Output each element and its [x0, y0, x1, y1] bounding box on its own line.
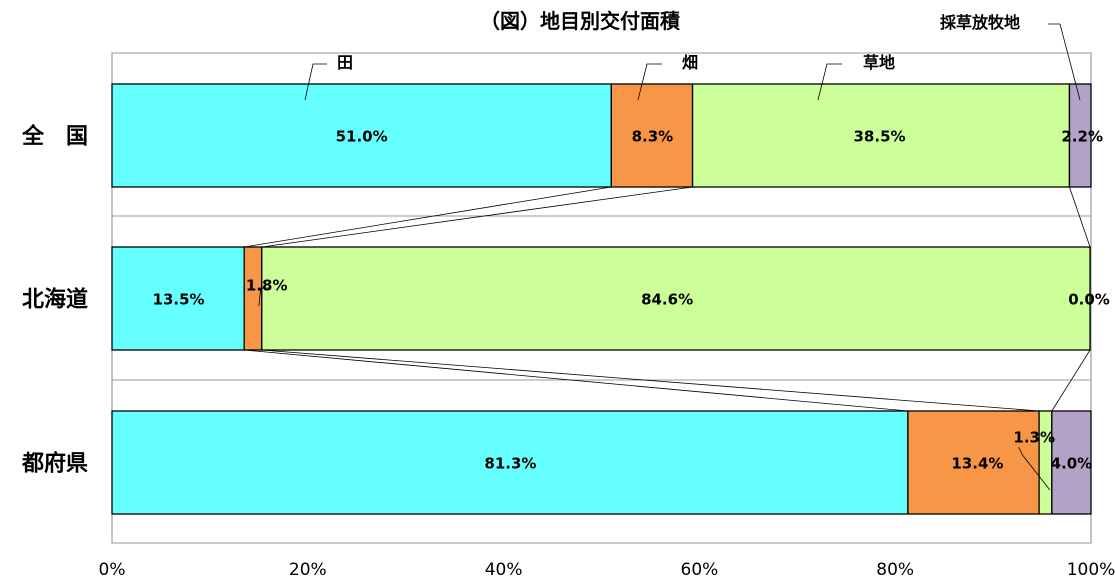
connector-1-1 [261, 349, 1040, 412]
leader-fuken-souchi [1018, 446, 1051, 491]
value-label-2-0: 81.3% [484, 455, 536, 473]
connector-1-0 [244, 349, 908, 412]
bar-1-0 [111, 246, 245, 351]
value-label-0-3: 2.2% [1061, 128, 1103, 146]
connector-0-0 [244, 186, 612, 248]
value-label-2-3: 4.0% [1051, 455, 1093, 473]
category-label-0: 全 国 [21, 124, 88, 150]
x-tick-5: 100% [1067, 560, 1115, 580]
bar-1-2 [261, 246, 1091, 351]
series-label-0: 田 [337, 53, 353, 72]
value-label-2-1: 13.4% [951, 455, 1003, 473]
connector-0-1 [261, 186, 693, 248]
value-label-0-1: 8.3% [632, 128, 674, 146]
x-tick-1: 20% [289, 560, 327, 580]
bar-0-0 [111, 83, 612, 188]
series-leader-3 [1048, 23, 1081, 101]
chart-title: （図）地目別交付面積 [480, 9, 681, 33]
series-leader-1 [637, 63, 662, 101]
category-label-1: 北海道 [22, 287, 88, 313]
bar-2-0 [111, 410, 909, 515]
leader-hokkaido-hata [258, 287, 269, 307]
series-label-2: 草地 [863, 53, 895, 72]
value-label-1-3: 0.0% [1068, 291, 1110, 309]
value-label-0-0: 51.0% [336, 128, 388, 146]
series-leader-2 [817, 63, 842, 101]
bar-0-3 [1068, 83, 1092, 188]
x-tick-3: 60% [681, 560, 719, 580]
series-leader-0 [304, 63, 327, 101]
value-label-0-2: 38.5% [854, 128, 906, 146]
value-label-1-0: 13.5% [153, 291, 205, 309]
bar-0-1 [610, 83, 694, 188]
connector-1-2 [1051, 349, 1091, 412]
series-label-1: 畑 [682, 53, 698, 72]
bar-1-1 [243, 246, 263, 351]
connector-0-2 [1069, 186, 1091, 248]
x-tick-0: 0% [99, 560, 126, 580]
x-tick-2: 40% [485, 560, 523, 580]
value-label-1-2: 84.6% [641, 291, 693, 309]
value-label-2-2: 1.3% [1013, 429, 1055, 447]
category-label-2: 都府県 [21, 451, 88, 477]
x-tick-4: 80% [876, 560, 914, 580]
series-label-3: 採草放牧地 [940, 13, 1020, 32]
bar-2-3 [1051, 410, 1092, 515]
value-label-1-1: 1.8% [246, 277, 288, 295]
